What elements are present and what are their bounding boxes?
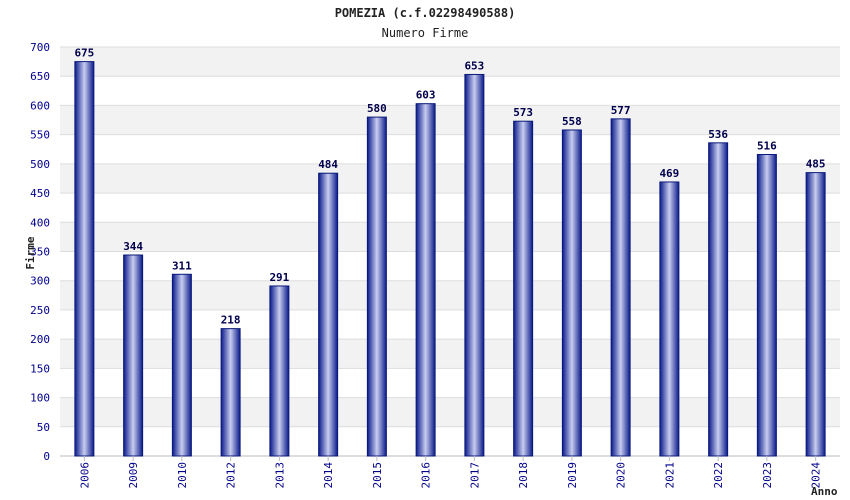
bar-2023 xyxy=(756,154,777,457)
bar-2015 xyxy=(366,116,387,457)
x-axis-ticks: 2006 2009 2010 2012 2013 2014 2015 2016 2017 2018… xyxy=(78,456,823,489)
y-tick-label: 450 xyxy=(30,187,50,200)
bar-value-label: 484 xyxy=(318,158,338,171)
bar-2022 xyxy=(708,142,729,457)
y-tick-label: 500 xyxy=(30,158,50,171)
y-tick-label: 700 xyxy=(30,41,50,54)
bar-value-label: 344 xyxy=(123,240,143,253)
chart-title: POMEZIA (c.f.02298490588) xyxy=(335,6,516,20)
x-tick-label: 2019 xyxy=(566,462,579,489)
y-tick-label: 200 xyxy=(30,333,50,346)
chart-subtitle: Numero Firme xyxy=(382,26,469,40)
y-tick-label: 100 xyxy=(30,392,50,405)
x-tick-label: 2022 xyxy=(712,462,725,489)
x-tick-label: 2012 xyxy=(225,462,238,489)
bar-2017 xyxy=(464,73,485,457)
bar-value-label: 603 xyxy=(416,89,436,102)
bar-2024 xyxy=(805,172,826,457)
bar-2009 xyxy=(123,254,144,457)
y-tick-label: 400 xyxy=(30,216,50,229)
x-tick-label: 2018 xyxy=(517,462,530,489)
bar-value-label: 311 xyxy=(172,259,192,272)
x-tick-label: 2016 xyxy=(420,462,433,489)
x-tick-label: 2017 xyxy=(468,462,481,489)
bar-2014 xyxy=(318,172,339,457)
y-tick-label: 350 xyxy=(30,246,50,259)
y-tick-label: 150 xyxy=(30,362,50,375)
grid-band xyxy=(60,105,840,135)
bar-2020 xyxy=(610,118,631,457)
y-tick-label: 650 xyxy=(30,70,50,83)
bar-value-label: 577 xyxy=(611,104,631,117)
y-tick-label: 300 xyxy=(30,275,50,288)
bar-value-label: 653 xyxy=(464,59,484,72)
bar-2013 xyxy=(269,285,290,457)
grid-band xyxy=(60,47,840,77)
bar-2006 xyxy=(74,61,95,457)
y-tick-label: 50 xyxy=(37,421,50,434)
bar-value-label: 218 xyxy=(221,314,241,327)
y-tick-label: 600 xyxy=(30,99,50,112)
y-tick-label: 0 xyxy=(43,450,50,463)
bar-2010 xyxy=(171,273,192,457)
bar-2016 xyxy=(415,103,436,457)
bar-2021 xyxy=(659,181,680,457)
bar-value-label: 469 xyxy=(659,167,679,180)
bar-value-label: 536 xyxy=(708,128,728,141)
x-tick-label: 2024 xyxy=(810,462,823,489)
x-axis-label: Anno xyxy=(811,485,838,498)
bar-value-label: 675 xyxy=(74,47,94,60)
x-tick-label: 2013 xyxy=(273,462,286,489)
x-tick-label: 2020 xyxy=(615,462,628,489)
bar-value-label: 485 xyxy=(806,158,826,171)
x-tick-label: 2015 xyxy=(371,462,384,489)
y-tick-label: 550 xyxy=(30,129,50,142)
bar-value-label: 573 xyxy=(513,106,533,119)
bar-value-label: 516 xyxy=(757,140,777,153)
y-axis-ticks: 0 50 100 150 200 250 300 350 400 450 500 550 600 650 7… xyxy=(30,41,50,463)
x-tick-label: 2023 xyxy=(761,462,774,489)
bar-value-label: 580 xyxy=(367,102,387,115)
bar-value-label: 291 xyxy=(269,271,289,284)
x-tick-label: 2021 xyxy=(663,462,676,489)
x-tick-label: 2006 xyxy=(78,462,91,489)
bar-value-label: 558 xyxy=(562,115,582,128)
x-tick-label: 2010 xyxy=(176,462,189,489)
x-tick-label: 2009 xyxy=(127,462,140,489)
x-tick-label: 2014 xyxy=(322,462,335,489)
bar-2012 xyxy=(220,328,241,457)
bar-2018 xyxy=(513,120,534,457)
y-tick-label: 250 xyxy=(30,304,50,317)
y-axis-label: Firme xyxy=(24,236,37,269)
bar-2019 xyxy=(561,129,582,457)
